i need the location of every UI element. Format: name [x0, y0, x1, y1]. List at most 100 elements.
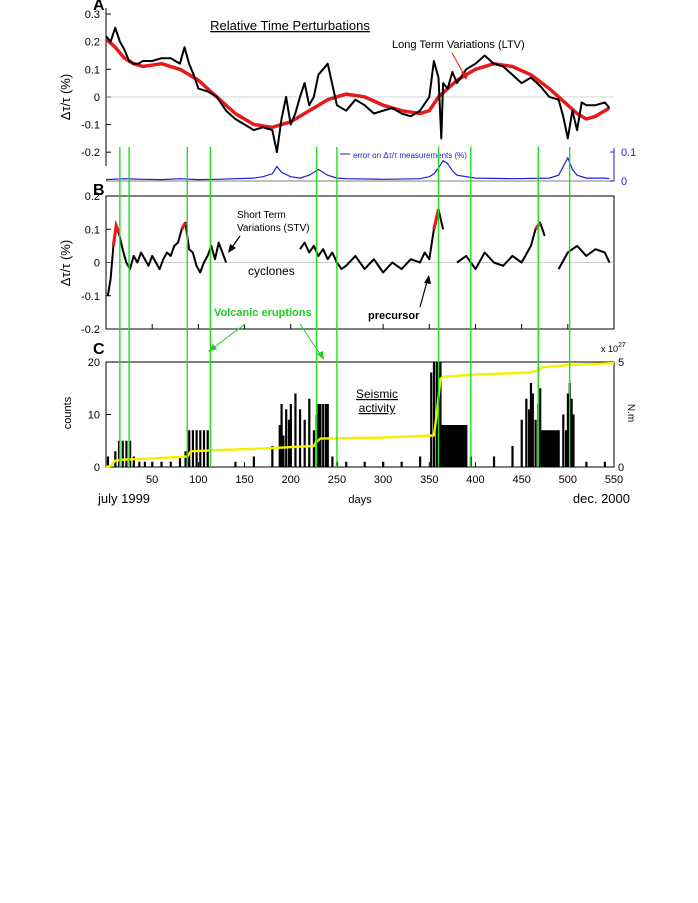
- seismic-bar: [345, 461, 348, 467]
- seismic-bar: [585, 461, 588, 467]
- cumulative-moment: [105, 361, 615, 469]
- seismic-bar: [322, 404, 325, 467]
- seismic-bar: [188, 430, 191, 467]
- seismic-bar: [548, 430, 551, 467]
- seismic-bar: [455, 425, 459, 467]
- precursor-annotation: precursor: [368, 310, 420, 322]
- seismic-bar: [534, 419, 537, 467]
- panel-a-error: error on Δτ/τ measurements (%) 0.10: [105, 147, 636, 188]
- seismic-bar: [331, 456, 334, 467]
- seismic-bar: [282, 435, 285, 467]
- panel-c-xlabel: days: [348, 494, 372, 506]
- seismic-bar: [400, 461, 403, 467]
- seismic-bars: [106, 362, 606, 467]
- seismic-bar: [125, 440, 128, 467]
- stv-segment: [557, 244, 611, 270]
- seismic-bar: [298, 409, 302, 467]
- seismic-bar: [202, 430, 206, 467]
- cumulative-line: [105, 361, 615, 469]
- panel-b-ytick-label: -0.2: [81, 324, 100, 336]
- seismic-bar: [206, 430, 209, 467]
- seismic-bar: [572, 414, 575, 467]
- seismic-bar: [160, 461, 163, 467]
- panel-a-ytick-label: 0: [94, 92, 100, 104]
- seismic-bar: [132, 456, 135, 467]
- panel-a-ytick-label: -0.1: [81, 120, 100, 132]
- panel-b-ticks: 0.2 0.1 0 -0.1 -0.2: [81, 191, 615, 336]
- panel-c-xtick-label: 400: [466, 474, 484, 486]
- panel-a-ylabel: Δτ/τ (%): [58, 74, 73, 120]
- end-date-label: dec. 2000: [573, 491, 630, 506]
- panel-a-ytick-label: -0.2: [81, 147, 100, 159]
- panel-c-xtick-label: 200: [282, 474, 300, 486]
- seismic-bar: [443, 425, 446, 467]
- seismic-bar: [459, 425, 462, 467]
- seismic-bar: [450, 425, 453, 467]
- seismic-bar: [552, 430, 555, 467]
- eruption-lines: [119, 147, 571, 467]
- delta-tau-line: [105, 26, 611, 154]
- stv-highlight: [180, 221, 187, 231]
- seismic-bar: [419, 456, 422, 467]
- seismic-annotation-line2: activity: [359, 401, 396, 415]
- panel-c-xtick-label: 50: [146, 474, 158, 486]
- seismic-bar: [191, 430, 195, 467]
- seismic-bar: [363, 461, 366, 467]
- seismic-bar: [570, 398, 573, 467]
- seismic-bar: [446, 425, 449, 467]
- panel-b-ytick-label: 0: [94, 258, 100, 270]
- panel-a-ticks: 0.3 0.2 0.1 0 -0.1 -0.2: [81, 8, 111, 166]
- panel-c-xtick-label: 450: [512, 474, 530, 486]
- seismic-bar: [564, 430, 568, 467]
- seismic-bar: [280, 404, 283, 467]
- seismic-bar: [566, 393, 570, 467]
- stv-annotation-line2: Variations (STV): [237, 223, 310, 234]
- seismic-bar: [562, 414, 565, 467]
- seismic-bar: [114, 451, 117, 467]
- panel-b-series: [106, 208, 611, 296]
- seismic-bar: [121, 440, 124, 467]
- seismic-bar: [539, 388, 542, 467]
- seismic-bar: [448, 425, 451, 467]
- panel-c-y2label: N.m: [625, 404, 636, 422]
- panel-b-letter: B: [93, 182, 105, 199]
- seismic-bar: [178, 456, 182, 467]
- seismic-bar: [195, 430, 198, 467]
- panel-c-xtick-label: 550: [605, 474, 623, 486]
- seismic-bar: [550, 430, 553, 467]
- stv-annotation-line1: Short Term: [237, 210, 286, 221]
- seismic-bar: [143, 461, 146, 467]
- seismic-bar: [303, 419, 306, 467]
- seismic-bar: [492, 456, 496, 467]
- ltv-line: [104, 37, 611, 130]
- panel-a-title: Relative Time Perturbations: [210, 18, 370, 33]
- seismic-bar: [461, 425, 464, 467]
- panel-c-y2tick-label: 0: [618, 462, 624, 474]
- cyclones-annotation: cyclones: [248, 264, 295, 278]
- panel-a-ytick-label: 0.1: [85, 64, 100, 76]
- seismic-bar: [129, 440, 132, 467]
- panel-c-letter: C: [93, 341, 105, 358]
- panel-c-ytick-label: 20: [88, 357, 100, 369]
- seismic-bar: [444, 425, 448, 467]
- seismic-bar: [553, 430, 557, 467]
- seismic-bar: [528, 409, 531, 467]
- seismic-bar: [525, 398, 528, 467]
- seismic-bar: [106, 456, 110, 467]
- seismic-bar: [324, 404, 328, 467]
- seismic-bar: [285, 409, 288, 467]
- seismic-bar: [151, 461, 154, 467]
- panel-c-xtick-label: 300: [374, 474, 392, 486]
- seismic-bar: [294, 393, 297, 467]
- panel-b-ylabel: Δτ/τ (%): [58, 240, 73, 286]
- seismic-bar: [169, 461, 172, 467]
- seismic-bar: [454, 425, 457, 467]
- error-axis-ticks: 0.10: [106, 147, 636, 188]
- seismic-bar: [531, 393, 534, 467]
- seismic-bar: [540, 430, 544, 467]
- seismic-bar: [463, 425, 466, 467]
- ltv-annotation: Long Term Variations (LTV): [392, 39, 525, 51]
- panel-b-ytick-label: 0.1: [85, 224, 100, 236]
- seismic-bar: [252, 456, 255, 467]
